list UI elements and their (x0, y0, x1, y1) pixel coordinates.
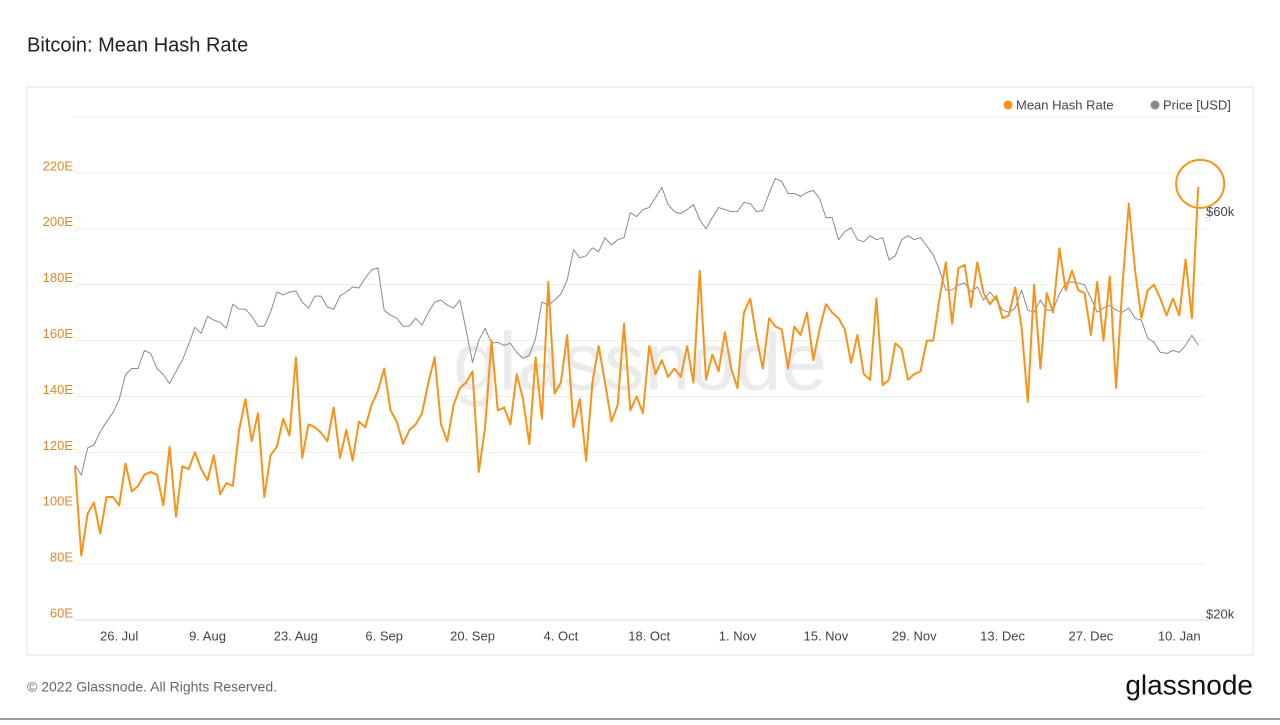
x-tick-label: 23. Aug (274, 628, 318, 643)
y-tick-label: 160E (43, 326, 74, 341)
panel (26, 86, 1254, 656)
legend-label: Price [USD] (1163, 97, 1231, 112)
legend-swatch (1003, 100, 1013, 110)
x-tick-label: 9. Aug (189, 628, 226, 643)
x-tick-label: 15. Nov (803, 628, 848, 643)
y2-tick-label: $60k (1206, 204, 1235, 219)
watermark: glassnode (453, 317, 827, 408)
y-tick-label: 60E (50, 605, 73, 620)
series-line (74, 177, 1199, 476)
legend-swatch (1150, 100, 1160, 110)
legend-label: Mean Hash Rate (1016, 97, 1114, 112)
x-tick-label: 10. Jan (1158, 628, 1201, 643)
y-tick-label: 120E (43, 438, 74, 453)
y-tick-label: 140E (43, 382, 74, 397)
logo: glassnode (1125, 669, 1253, 700)
x-tick-label: 20. Sep (450, 628, 495, 643)
y-tick-label: 220E (43, 158, 74, 173)
highlight-circle (1175, 158, 1226, 209)
y-tick-label: 80E (50, 550, 73, 565)
y2-tick-label: $20k (1206, 606, 1235, 621)
series-line (74, 186, 1200, 557)
x-tick-label: 1. Nov (719, 628, 757, 643)
y-tick-label: 180E (43, 270, 74, 285)
y-tick-label: 100E (43, 494, 74, 509)
x-tick-label: 27. Dec (1069, 628, 1114, 643)
x-tick-label: 26. Jul (100, 628, 138, 643)
x-tick-label: 6. Sep (365, 628, 403, 643)
x-tick-label: 29. Nov (892, 628, 937, 643)
y-tick-label: 200E (43, 214, 74, 229)
copyright: © 2022 Glassnode. All Rights Reserved. (27, 679, 277, 695)
x-tick-label: 4. Oct (544, 628, 579, 643)
x-tick-label: 13. Dec (980, 628, 1025, 643)
chart-title: Bitcoin: Mean Hash Rate (27, 34, 248, 56)
x-tick-label: 18. Oct (628, 628, 670, 643)
